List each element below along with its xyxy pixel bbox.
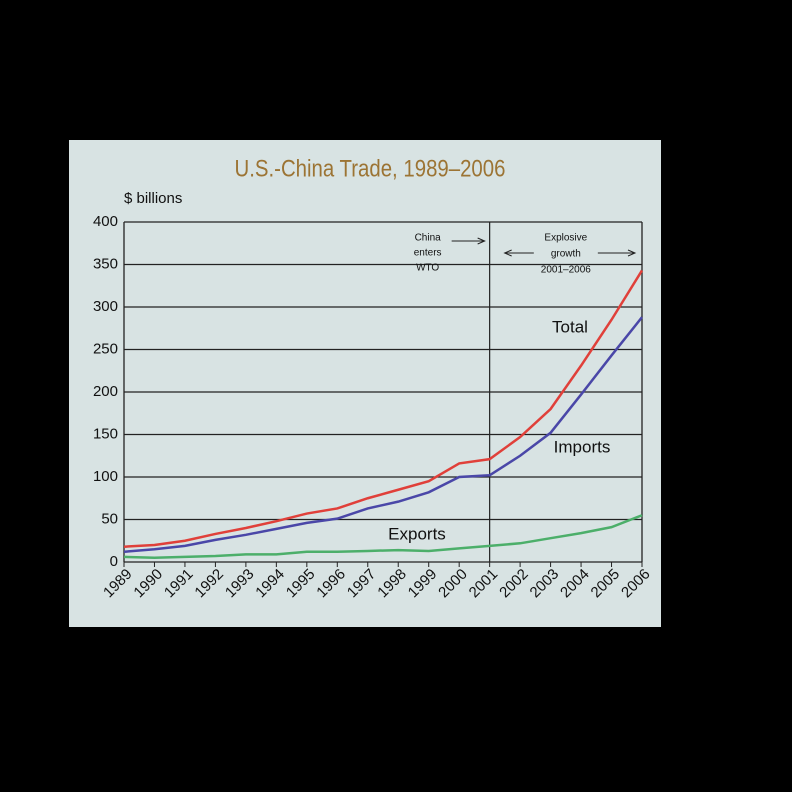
series-line <box>123 316 643 554</box>
y-axis-label: $ billions <box>124 190 182 207</box>
y-tick-label: 150 <box>93 425 118 442</box>
y-tick-label: 400 <box>93 213 118 230</box>
y-tick-label: 100 <box>93 468 118 485</box>
series-line <box>123 514 643 560</box>
chart-title: U.S.-China Trade, 1989–2006 <box>235 155 506 182</box>
arrow <box>503 249 637 257</box>
series-label: Total <box>552 317 588 336</box>
y-tick-label: 0 <box>110 553 118 570</box>
arrow <box>451 237 486 245</box>
annotation: China <box>415 233 442 244</box>
annotation: WTO <box>416 263 439 274</box>
y-tick-label: 200 <box>93 383 118 400</box>
annotation: growth <box>551 249 581 260</box>
annotation: 2001–2006 <box>541 265 591 276</box>
annotation: enters <box>414 248 442 259</box>
series-label: Exports <box>388 524 446 543</box>
y-tick-label: 350 <box>93 255 118 272</box>
y-tick-label: 300 <box>93 298 118 315</box>
y-tick-label: 250 <box>93 340 118 357</box>
series-line <box>123 269 644 548</box>
y-tick-label: 50 <box>101 510 118 527</box>
annotation: Explosive <box>544 233 587 244</box>
panel <box>69 140 661 627</box>
series-label: Imports <box>554 437 611 456</box>
